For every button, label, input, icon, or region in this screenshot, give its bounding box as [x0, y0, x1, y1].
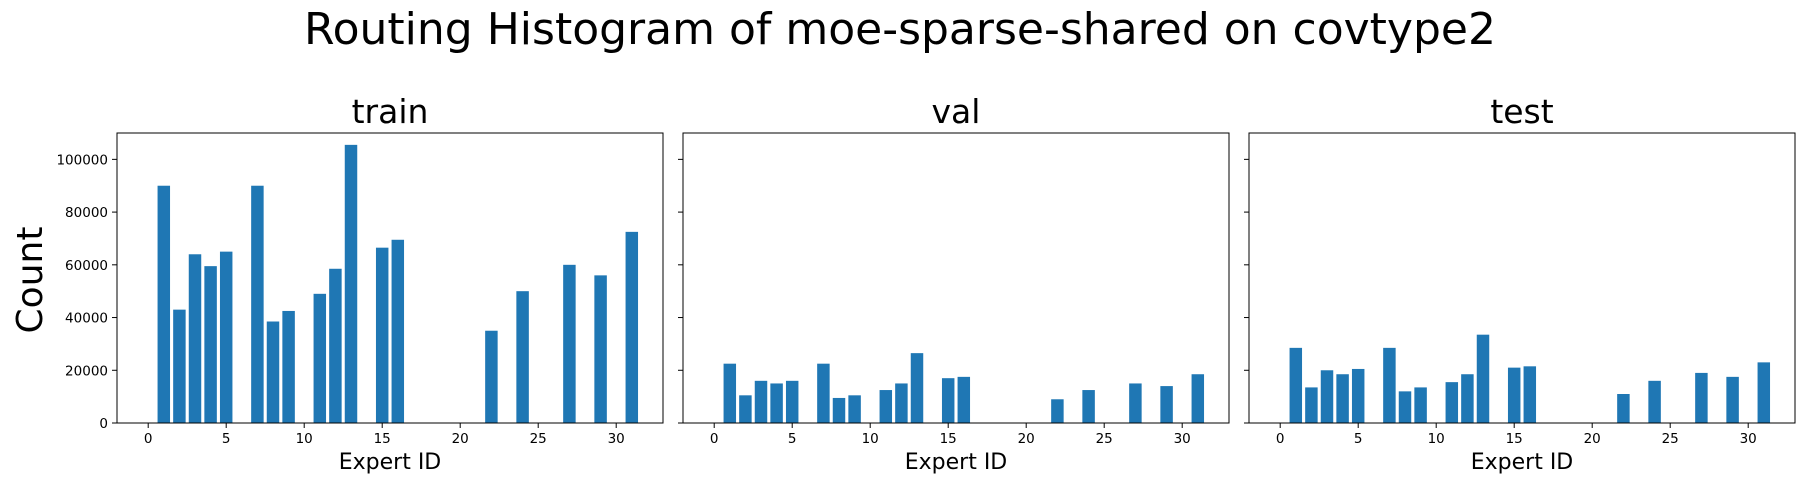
bar-expert-9 [1414, 387, 1427, 423]
bar-expert-27 [1129, 383, 1142, 423]
bar-expert-31 [1757, 362, 1771, 423]
bar-expert-9 [848, 395, 861, 423]
x-tick-label: 5 [222, 431, 231, 447]
y-tick-label: 40000 [65, 311, 108, 327]
bar-expert-4 [204, 266, 217, 423]
bar-expert-29 [1726, 376, 1739, 423]
plot-frame [682, 132, 1230, 424]
x-tick-label: 30 [608, 431, 625, 447]
panel-title: val [932, 92, 981, 131]
y-tick-label: 0 [99, 416, 108, 432]
x-tick-label: 25 [1662, 431, 1679, 447]
x-tick-label: 30 [1174, 431, 1191, 447]
panel-title: test [1490, 92, 1553, 131]
bar-expert-16 [1523, 366, 1537, 423]
bar-expert-2 [739, 395, 752, 423]
bar-expert-1 [723, 363, 737, 423]
x-tick-label: 20 [1018, 431, 1035, 447]
bar-expert-24 [1648, 380, 1661, 423]
bar-expert-12 [1461, 374, 1474, 423]
x-axis-label: Expert ID [905, 450, 1008, 475]
bar-expert-24 [1082, 390, 1095, 423]
x-tick-label: 25 [530, 431, 547, 447]
x-tick-label: 0 [710, 431, 719, 447]
bar-expert-3 [754, 380, 768, 423]
subplot-val: 0 5 10 15 20 25 30 val Expert ID [678, 92, 1230, 475]
subplot-test: 0 5 10 15 20 25 30 test Expert ID [1244, 92, 1796, 475]
bar-expert-22 [1051, 399, 1064, 423]
bar-expert-12 [895, 383, 908, 423]
bar-expert-27 [563, 264, 576, 423]
subplot-train: 0 5 10 15 20 25 30 0 20000 40000 60000 80000 100000 t… [56, 92, 664, 475]
bar-expert-9 [282, 310, 295, 423]
bar-expert-13 [344, 144, 358, 424]
bar-expert-4 [1336, 374, 1349, 423]
bar-expert-11 [313, 293, 327, 423]
plot-frame [1248, 132, 1796, 424]
x-tick-label: 5 [1354, 431, 1363, 447]
bar-expert-13 [1476, 334, 1490, 423]
x-tick-label: 15 [940, 431, 957, 447]
bar-expert-1 [1289, 347, 1303, 423]
bar-expert-8 [266, 321, 280, 423]
x-tick-label: 30 [1740, 431, 1757, 447]
bar-expert-3 [1320, 370, 1334, 423]
x-tick-label: 20 [1584, 431, 1601, 447]
bar-expert-24 [516, 291, 529, 423]
bar-expert-31 [1191, 374, 1205, 423]
plot-frame [116, 132, 664, 424]
bar-expert-15 [941, 378, 955, 423]
x-tick-label: 10 [296, 431, 313, 447]
x-tick-label: 15 [374, 431, 391, 447]
bar-expert-8 [1398, 391, 1412, 423]
y-axis-label: Count [10, 227, 51, 334]
bar-expert-5 [785, 380, 799, 423]
x-axis-label: Expert ID [1471, 450, 1574, 475]
bar-expert-7 [817, 363, 830, 423]
bar-expert-13 [910, 353, 924, 423]
x-tick-label: 25 [1096, 431, 1113, 447]
bar-expert-2 [173, 309, 186, 423]
panel-title: train [352, 92, 429, 131]
bar-expert-29 [1160, 386, 1173, 423]
x-tick-label: 10 [1428, 431, 1445, 447]
bar-expert-4 [770, 383, 783, 423]
bar-expert-27 [1695, 372, 1708, 423]
x-tick-label: 20 [452, 431, 469, 447]
bar-expert-29 [594, 275, 607, 423]
bar-expert-7 [251, 185, 264, 423]
figure-title: Routing Histogram of moe-sparse-shared o… [304, 4, 1496, 55]
bar-expert-12 [329, 268, 342, 423]
bar-expert-16 [391, 239, 405, 423]
bar-expert-15 [375, 247, 389, 423]
x-tick-label: 15 [1506, 431, 1523, 447]
bar-expert-11 [879, 390, 893, 423]
x-tick-label: 10 [862, 431, 879, 447]
bar-expert-16 [957, 376, 971, 423]
x-tick-label: 0 [144, 431, 153, 447]
bar-expert-22 [485, 330, 498, 423]
bar-expert-3 [188, 254, 202, 423]
x-tick-label: 5 [788, 431, 797, 447]
y-tick-label: 100000 [56, 152, 108, 168]
bar-expert-7 [1383, 347, 1396, 423]
x-axis-label: Expert ID [339, 450, 442, 475]
bar-expert-5 [219, 251, 233, 423]
bar-expert-31 [625, 231, 639, 423]
x-tick-label: 0 [1276, 431, 1285, 447]
bar-expert-8 [832, 397, 846, 423]
bar-expert-5 [1351, 368, 1365, 423]
bar-expert-15 [1507, 367, 1521, 423]
bar-expert-2 [1305, 387, 1318, 423]
y-tick-label: 60000 [65, 258, 108, 274]
y-tick-label: 20000 [65, 363, 108, 379]
subplot-panels: 0 5 10 15 20 25 30 0 20000 40000 60000 80000 100000 t… [56, 92, 1796, 475]
bar-expert-1 [157, 185, 171, 423]
y-tick-label: 80000 [65, 205, 108, 221]
bar-expert-11 [1445, 382, 1459, 423]
bar-expert-22 [1617, 394, 1630, 423]
